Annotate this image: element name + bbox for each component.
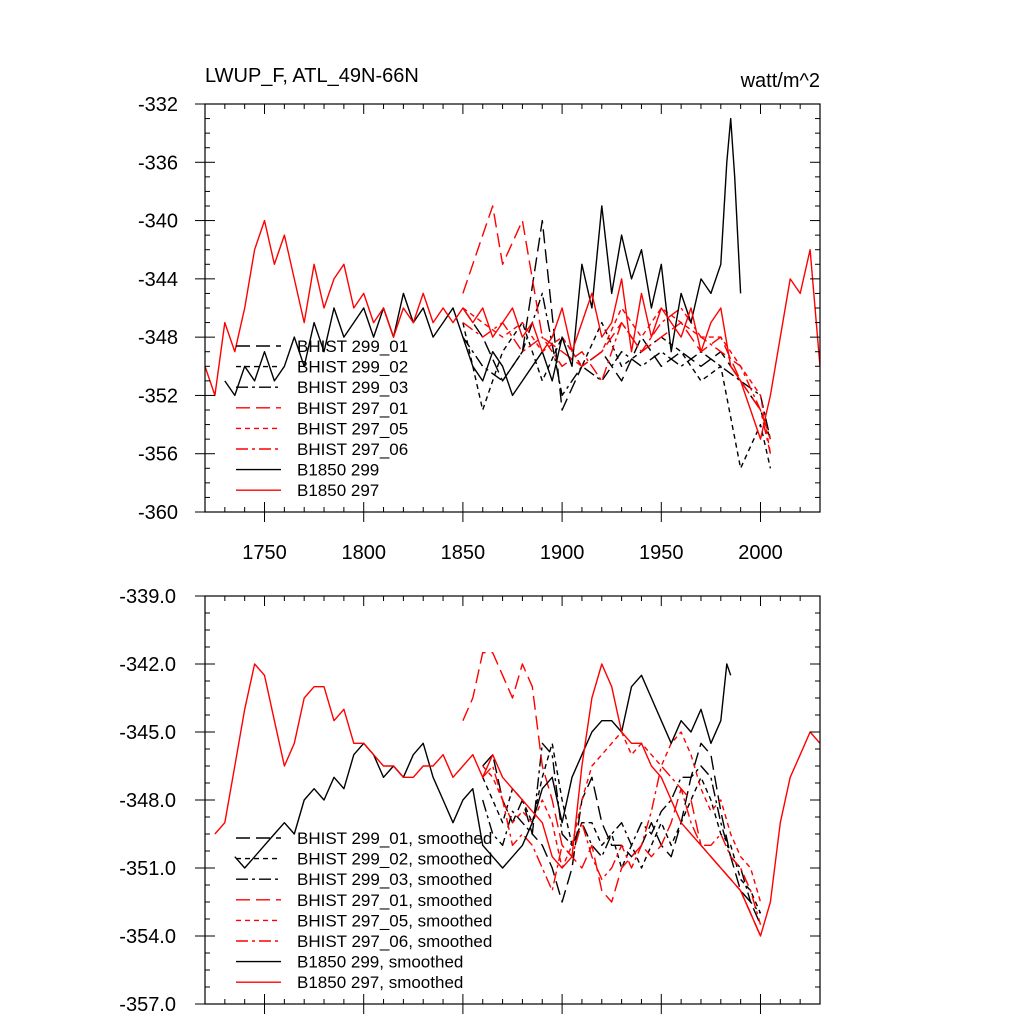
top-axis-ticks: 1750 1800 1850 1900 1950 2000 -332 -336 -340 -344… — [138, 94, 821, 564]
top-panel-title: LWUP_F, ATL_49N-66N — [205, 65, 419, 87]
y-tick-label: -332 — [138, 94, 178, 116]
legend-label-4: BHIST 297_05 — [297, 419, 408, 438]
x-tick-label: 1950 — [639, 542, 684, 564]
series-line-1-4 — [482, 731, 762, 903]
legend-label-0: BHIST 299_01 — [297, 337, 408, 356]
x-tick-label: 1850 — [441, 542, 486, 564]
series-line-0-6 — [224, 117, 742, 397]
y-tick-label: -356 — [138, 444, 178, 466]
legend-label-0: BHIST 299_01, smoothed — [297, 829, 492, 848]
x-tick-label: 1800 — [341, 542, 386, 564]
series-line-0-4 — [462, 307, 772, 454]
bottom-panel: -339.0 -342.0 -345.0 -348.0 -351.0 -354.0 -357… — [119, 586, 821, 1016]
legend-label-6: B1850 299, smoothed — [297, 953, 463, 972]
bottom-axis-ticks: -339.0 -342.0 -345.0 -348.0 -351.0 -354.0 -357… — [119, 586, 821, 1016]
y-tick-label: -348.0 — [119, 790, 176, 812]
legend-label-2: BHIST 299_03 — [297, 378, 408, 397]
bottom-plot-lines — [214, 652, 820, 937]
legend-label-7: B1850 297, smoothed — [297, 973, 463, 992]
bottom-plot-frame — [204, 595, 821, 1005]
y-tick-label: -336 — [138, 152, 178, 174]
series-line-0-1 — [462, 321, 772, 469]
legend-label-1: BHIST 299_02, smoothed — [297, 850, 492, 869]
legend-label-1: BHIST 299_02 — [297, 358, 408, 377]
y-tick-label: -351.0 — [119, 858, 176, 880]
legend-label-2: BHIST 299_03, smoothed — [297, 870, 492, 889]
y-tick-label: -340 — [138, 211, 178, 233]
series-line-1-2 — [482, 742, 762, 914]
x-tick-label: 1900 — [540, 542, 585, 564]
top-plot-frame — [204, 103, 821, 513]
series-line-1-1 — [482, 742, 762, 914]
x-tick-label: 2000 — [738, 542, 783, 564]
legend-label-5: BHIST 297_06, smoothed — [297, 932, 492, 951]
series-line-0-5 — [462, 307, 772, 454]
series-line-1-3 — [462, 652, 762, 937]
y-tick-label: -354.0 — [119, 926, 176, 948]
legend-label-3: BHIST 297_01, smoothed — [297, 891, 492, 910]
y-tick-label: -342.0 — [119, 654, 176, 676]
legend-label-7: B1850 297 — [297, 481, 379, 500]
top-plot-lines — [205, 117, 820, 469]
y-tick-label: -360 — [138, 502, 178, 524]
x-tick-label: 1750 — [242, 542, 287, 564]
series-line-1-0 — [482, 742, 762, 925]
y-tick-label: -352 — [138, 385, 178, 407]
series-line-0-2 — [462, 292, 772, 440]
series-line-1-6 — [234, 663, 732, 869]
top-panel-units: watt/m^2 — [740, 70, 820, 92]
legend-label-3: BHIST 297_01 — [297, 399, 408, 418]
y-tick-label: -344 — [138, 269, 178, 291]
legend-label-6: B1850 299 — [297, 461, 379, 480]
y-tick-label: -339.0 — [119, 586, 176, 608]
top-panel: LWUP_F, ATL_49N-66N watt/m^2 1750 1800 185… — [138, 65, 821, 564]
series-line-1-5 — [482, 765, 762, 925]
series-line-1-7 — [214, 663, 820, 937]
series-line-0-3 — [462, 205, 772, 440]
y-tick-label: -345.0 — [119, 722, 176, 744]
y-tick-label: -348 — [138, 327, 178, 349]
legend-label-5: BHIST 297_06 — [297, 440, 408, 459]
y-tick-label: -357.0 — [119, 994, 176, 1016]
bottom-legend: BHIST 299_01, smoothed BHIST 299_02, smoo… — [236, 829, 492, 992]
series-line-0-7 — [205, 219, 820, 440]
legend-label-4: BHIST 297_05, smoothed — [297, 911, 492, 930]
series-line-0-0 — [462, 219, 772, 440]
